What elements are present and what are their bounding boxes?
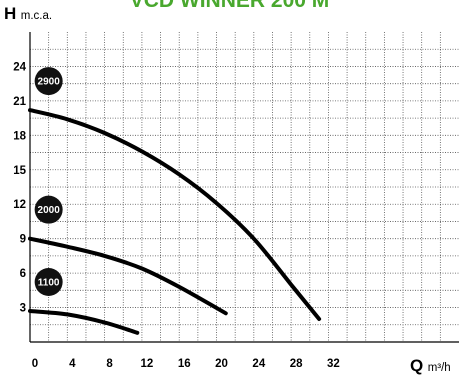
y-tick-label: 12 [13,199,26,211]
y-tick-label: 6 [20,268,26,280]
x-tick-label: 24 [252,358,265,370]
y-tick-label: 9 [20,234,26,246]
x-tick-label: 4 [69,358,76,370]
y-tick-label: 3 [20,303,26,315]
x-tick-label: 32 [327,358,340,370]
rpm-badge-label: 2000 [38,205,61,216]
y-tick-label: 18 [13,130,26,142]
x-tick-label: 8 [106,358,113,370]
rpm-badge-label: 2900 [38,77,61,88]
rpm-badge-2900 [34,67,63,96]
rpm-badge-2000 [34,195,63,224]
x-tick-label: 20 [215,358,228,370]
curve-2900 [28,108,322,321]
x-tick-label: 16 [178,358,191,370]
x-axis-label: Q m³/h [410,356,451,376]
rpm-badge-1100 [34,268,63,296]
y-axis-letter: H [4,4,17,23]
rpm-badge-label: 1100 [38,278,60,289]
curve-1100 [28,309,140,335]
x-axis-letter: Q [410,356,424,375]
chart-title: VCD WINNER 200 M [129,0,330,12]
y-tick-label: 21 [13,96,26,108]
x-tick-label: 12 [141,358,154,370]
x-tick-label: 28 [290,358,303,370]
y-tick-label: 15 [13,165,26,177]
y-tick-label: 24 [13,61,26,73]
curve-2000 [28,236,228,316]
x-tick-label: 0 [32,358,38,370]
y-axis-label: H m.c.a. [4,4,52,24]
y-axis-unit: m.c.a. [20,10,53,22]
x-axis-unit: m³/h [427,362,451,374]
